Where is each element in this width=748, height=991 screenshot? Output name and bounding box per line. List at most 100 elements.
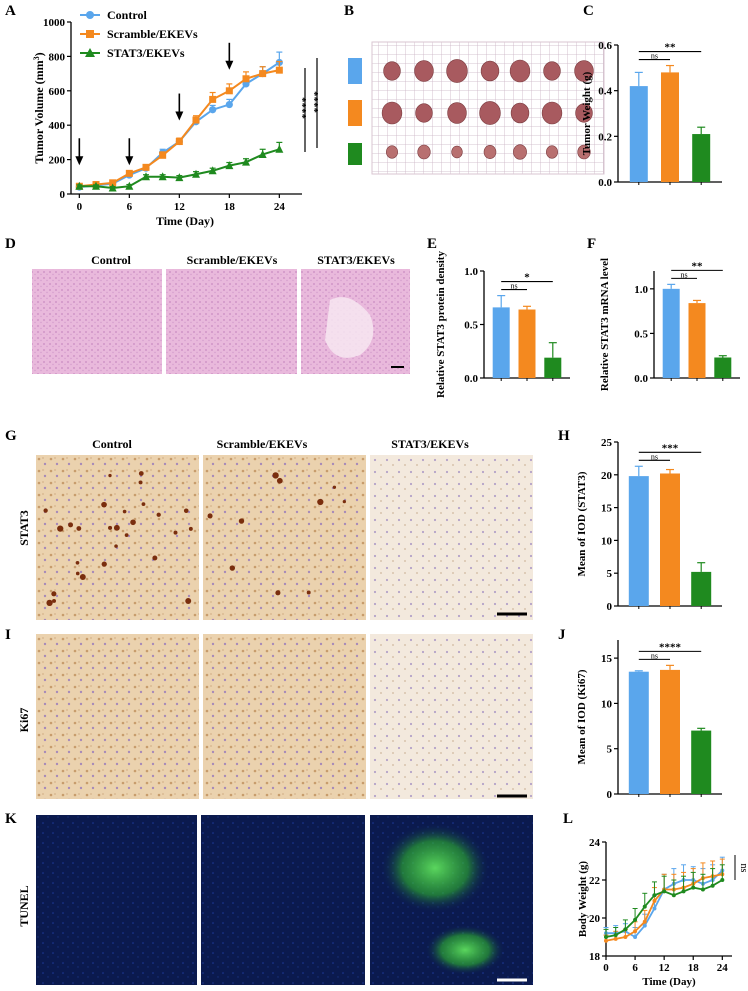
bar-stat3 xyxy=(691,730,712,794)
panel-f-bar-chart: 0.0 0.5 1.0 Relative STAT3 mRNA level ns ** xyxy=(599,258,740,391)
sig-label-main: ** xyxy=(692,260,704,272)
positive-nucleus xyxy=(173,530,178,535)
panel-c-bar-chart: 0.0 0.2 0.4 0.6 Tumor Weight (g) ns ** xyxy=(581,40,722,189)
tumor-specimen xyxy=(417,144,431,160)
tumor-specimen xyxy=(577,144,591,160)
bar-y-tick-label: 1.0 xyxy=(464,266,478,278)
panel-j-bar-chart: 0 5 10 15 Mean of IOD (Ki67) ns**** xyxy=(576,640,722,801)
panel-l-point-scramble xyxy=(642,919,647,924)
bar-y-tick-label: 10 xyxy=(601,698,613,710)
positive-nucleus xyxy=(108,473,112,478)
tumor-specimen xyxy=(483,145,497,159)
injection-arrow-icon xyxy=(175,111,184,121)
panel-l-point-stat3 xyxy=(662,889,667,894)
bar-y-tick-label: 15 xyxy=(601,653,613,665)
panel-l-point-stat3 xyxy=(681,889,686,894)
panel-a-point-stat3 xyxy=(158,172,167,181)
ihc-ki67-control xyxy=(36,634,199,799)
ihc-header-control: Control xyxy=(92,437,132,451)
tumor-specimen xyxy=(414,60,434,82)
panel-a-point-stat3 xyxy=(192,169,200,178)
panel-l-point-control xyxy=(633,935,638,939)
positive-nucleus xyxy=(114,544,118,548)
tumor-specimen xyxy=(446,59,468,83)
positive-nucleus xyxy=(108,525,113,530)
positive-nucleus xyxy=(51,591,57,597)
row-label-tunel: TUNEL xyxy=(17,885,31,926)
bar-control xyxy=(628,671,649,794)
panel-a-sig-label-1: **** xyxy=(296,97,308,120)
panel-a-point-stat3 xyxy=(142,172,150,181)
positive-nucleus xyxy=(138,480,143,485)
bar-y-tick-label: 10 xyxy=(601,535,613,547)
panel-a-y-tick-label: 200 xyxy=(49,155,66,167)
bar-y-tick-label: 0.5 xyxy=(634,328,648,340)
ihc-header-scramble: Scramble/EKEVs xyxy=(217,437,308,451)
panel-l-point-stat3 xyxy=(671,893,676,898)
bar-y-tick-label: 0.6 xyxy=(598,40,612,52)
panel-l-x-label: Time (Day) xyxy=(642,976,696,988)
panel-a-sig-label-2: **** xyxy=(308,91,320,114)
panel-l-x-tick-label: 0 xyxy=(603,962,609,974)
panel-a-point-stat3 xyxy=(175,173,184,182)
panel-a-legend: Control Scramble/EKEVs STAT3/EKEVs xyxy=(80,8,198,60)
panel-a-point-stat3 xyxy=(125,181,134,190)
panel-l-point-stat3 xyxy=(633,917,638,922)
panel-l-point-stat3 xyxy=(720,878,725,882)
positive-nucleus xyxy=(75,571,80,576)
bar-y-label: Mean of IOD (STAT3) xyxy=(576,471,588,576)
injection-arrow-icon xyxy=(75,156,84,166)
row-color-key-control xyxy=(348,58,362,84)
ihc-ki67-knockdown xyxy=(370,634,533,799)
tunel-apoptosis-region-lower xyxy=(425,925,505,975)
he-necrosis-region xyxy=(325,297,374,358)
positive-nucleus xyxy=(101,501,107,508)
tumor-specimen xyxy=(541,101,563,125)
positive-nucleus xyxy=(185,598,192,605)
panel-l-y-label: Body Weight (g) xyxy=(577,861,589,938)
legend-marker-scramble xyxy=(86,30,94,38)
he-header-scramble: Scramble/EKEVs xyxy=(187,253,278,267)
bar-y-tick-label: 0 xyxy=(607,601,613,613)
positive-nucleus xyxy=(76,526,82,531)
row-color-key-scramble xyxy=(348,100,362,126)
panel-a-point-scramble xyxy=(275,66,283,74)
panel-l-point-stat3 xyxy=(642,904,647,909)
panel-label-i: I xyxy=(5,627,11,643)
panel-a-point-scramble xyxy=(242,75,250,83)
bar-stat3 xyxy=(544,357,562,378)
legend-marker-control xyxy=(86,11,94,19)
panel-l-point-scramble xyxy=(604,938,608,943)
panel-l-y-tick-label: 20 xyxy=(589,913,601,925)
bar-scramble xyxy=(688,303,706,378)
he-header-stat3: STAT3/EKEVs xyxy=(317,253,395,267)
positive-nucleus xyxy=(332,485,337,489)
panel-a-x-label: Time (Day) xyxy=(156,214,214,228)
bar-scramble xyxy=(660,473,680,606)
panel-a-y-tick-label: 400 xyxy=(49,120,66,132)
panel-l-x-tick-label: 24 xyxy=(717,962,729,974)
panel-b-tumor-photo xyxy=(348,41,605,175)
panel-a-y-label-close: ) xyxy=(32,52,46,56)
panel-a-x-tick-label: 0 xyxy=(77,201,83,213)
tumor-specimen xyxy=(513,144,527,160)
panel-a-point-scramble xyxy=(175,138,183,146)
tumor-specimen xyxy=(451,145,463,159)
sig-label-main: * xyxy=(524,272,530,284)
panel-a-point-stat3 xyxy=(258,149,267,158)
panel-h-bar-chart: 0 5 10 15 20 25 Mean of IOD (STAT3) ns *** xyxy=(576,437,722,613)
positive-nucleus xyxy=(342,500,346,504)
ihc-stat3-control xyxy=(36,455,199,620)
panel-label-j: J xyxy=(558,627,566,643)
positive-nucleus xyxy=(306,590,311,595)
positive-nucleus xyxy=(57,525,64,532)
sig-label-ns: ns xyxy=(681,270,688,279)
bar-scramble xyxy=(518,309,536,378)
panel-e-bar-chart: 0.0 0.5 1.0 Relative STAT3 protein density n… xyxy=(435,251,570,398)
sig-label-ns: ns xyxy=(511,282,518,291)
tumor-specimen xyxy=(543,61,561,81)
positive-nucleus xyxy=(130,519,136,526)
tumor-specimen xyxy=(509,59,531,83)
bar-y-tick-label: 0.2 xyxy=(598,131,612,143)
bar-control xyxy=(662,288,680,378)
